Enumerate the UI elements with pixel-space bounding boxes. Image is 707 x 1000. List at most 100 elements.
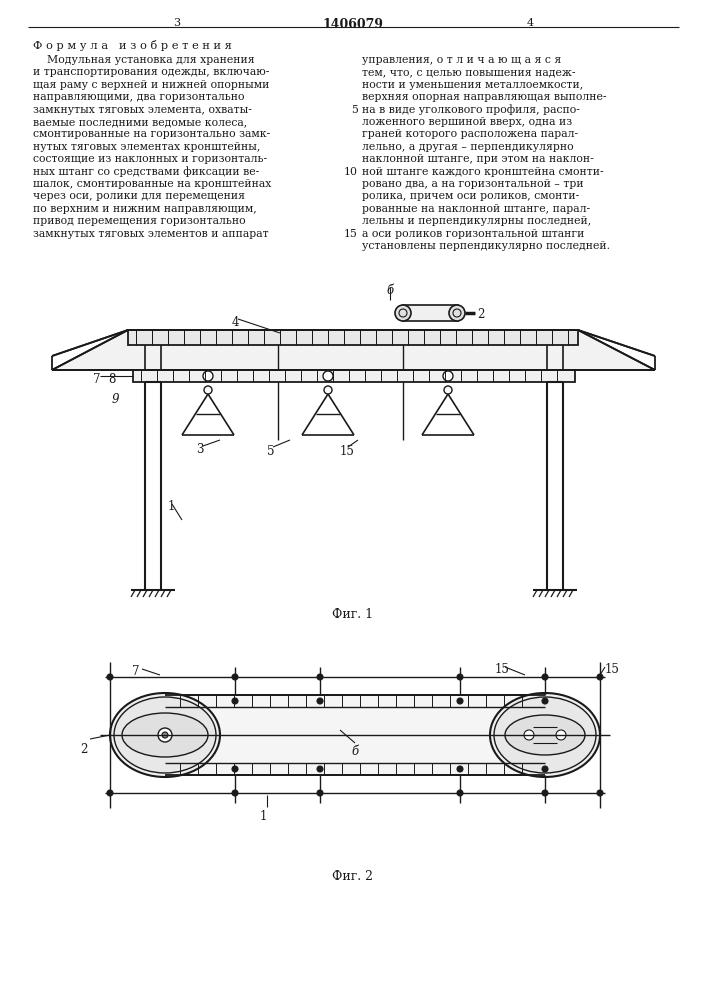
Text: нутых тяговых элементах кронштейны,: нутых тяговых элементах кронштейны, bbox=[33, 142, 260, 152]
Circle shape bbox=[542, 766, 548, 772]
Text: 1406079: 1406079 bbox=[322, 18, 383, 31]
Circle shape bbox=[323, 371, 333, 381]
Text: замкнутых тяговых элемента, охваты-: замкнутых тяговых элемента, охваты- bbox=[33, 105, 252, 115]
Text: верхняя опорная направляющая выполне-: верхняя опорная направляющая выполне- bbox=[362, 92, 607, 102]
Text: 5: 5 bbox=[267, 445, 274, 458]
Text: на в виде уголкового профиля, распо-: на в виде уголкового профиля, распо- bbox=[362, 105, 580, 115]
Text: привод перемещения горизонтально: привод перемещения горизонтально bbox=[33, 216, 245, 226]
Text: 1: 1 bbox=[168, 500, 175, 513]
Text: граней которого расположена парал-: граней которого расположена парал- bbox=[362, 129, 578, 139]
Circle shape bbox=[204, 386, 212, 394]
Ellipse shape bbox=[505, 715, 585, 755]
Text: 4: 4 bbox=[232, 316, 240, 329]
Text: ролика, причем оси роликов, смонти-: ролика, причем оси роликов, смонти- bbox=[362, 191, 579, 201]
Text: лельны и перпендикулярны последней,: лельны и перпендикулярны последней, bbox=[362, 216, 591, 226]
Text: 15: 15 bbox=[344, 229, 358, 239]
Circle shape bbox=[457, 766, 463, 772]
Text: Ф о р м у л а   и з о б р е т е н и я: Ф о р м у л а и з о б р е т е н и я bbox=[33, 40, 232, 51]
Bar bbox=[165, 695, 545, 775]
Circle shape bbox=[597, 790, 603, 796]
Circle shape bbox=[542, 698, 548, 704]
Circle shape bbox=[107, 790, 113, 796]
Text: 7: 7 bbox=[132, 665, 139, 678]
Text: 5: 5 bbox=[351, 105, 358, 115]
Text: ных штанг со средствами фиксации ве-: ных штанг со средствами фиксации ве- bbox=[33, 167, 259, 177]
Text: 4: 4 bbox=[527, 18, 534, 28]
Circle shape bbox=[317, 674, 323, 680]
Circle shape bbox=[232, 674, 238, 680]
Text: ваемые последними ведомые колеса,: ваемые последними ведомые колеса, bbox=[33, 117, 247, 127]
Circle shape bbox=[317, 698, 323, 704]
Text: б: б bbox=[387, 284, 394, 297]
Circle shape bbox=[457, 698, 463, 704]
Ellipse shape bbox=[490, 693, 600, 777]
Text: ности и уменьшения металлоемкости,: ности и уменьшения металлоемкости, bbox=[362, 80, 583, 90]
Circle shape bbox=[457, 790, 463, 796]
Text: Фиг. 2: Фиг. 2 bbox=[332, 870, 373, 883]
Circle shape bbox=[542, 790, 548, 796]
Text: через оси, ролики для перемещения: через оси, ролики для перемещения bbox=[33, 191, 245, 201]
Circle shape bbox=[317, 790, 323, 796]
Circle shape bbox=[232, 698, 238, 704]
Text: 2: 2 bbox=[81, 743, 88, 756]
Text: щая раму с верхней и нижней опорными: щая раму с верхней и нижней опорными bbox=[33, 80, 269, 90]
Text: Модульная установка для хранения: Модульная установка для хранения bbox=[33, 55, 255, 65]
Bar bbox=[403, 305, 458, 321]
Bar bbox=[128, 330, 578, 345]
Text: Фиг. 1: Фиг. 1 bbox=[332, 608, 373, 621]
Text: состоящие из наклонных и горизонталь-: состоящие из наклонных и горизонталь- bbox=[33, 154, 267, 164]
Text: 15: 15 bbox=[605, 663, 620, 676]
Text: тем, что, с целью повышения надеж-: тем, что, с целью повышения надеж- bbox=[362, 67, 575, 77]
Circle shape bbox=[317, 766, 323, 772]
Ellipse shape bbox=[395, 305, 411, 321]
Text: управления, о т л и ч а ю щ а я с я: управления, о т л и ч а ю щ а я с я bbox=[362, 55, 561, 65]
Text: установлены перпендикулярно последней.: установлены перпендикулярно последней. bbox=[362, 241, 610, 251]
Text: 2: 2 bbox=[477, 308, 484, 321]
Circle shape bbox=[444, 386, 452, 394]
Circle shape bbox=[597, 674, 603, 680]
Text: 15: 15 bbox=[495, 663, 510, 676]
Ellipse shape bbox=[524, 730, 534, 740]
Circle shape bbox=[443, 371, 453, 381]
Polygon shape bbox=[52, 330, 655, 370]
Text: по верхним и нижним направляющим,: по верхним и нижним направляющим, bbox=[33, 204, 257, 214]
Text: замкнутых тяговых элементов и аппарат: замкнутых тяговых элементов и аппарат bbox=[33, 229, 269, 239]
Ellipse shape bbox=[110, 693, 220, 777]
Text: б: б bbox=[351, 745, 358, 758]
Text: 7: 7 bbox=[93, 373, 100, 386]
Circle shape bbox=[162, 732, 168, 738]
Text: ной штанге каждого кронштейна смонти-: ной штанге каждого кронштейна смонти- bbox=[362, 167, 604, 177]
Text: 1: 1 bbox=[260, 810, 267, 823]
Ellipse shape bbox=[494, 697, 596, 773]
Ellipse shape bbox=[114, 697, 216, 773]
Bar bbox=[133, 370, 575, 382]
Ellipse shape bbox=[158, 728, 172, 742]
Text: 8: 8 bbox=[108, 373, 115, 386]
Text: 15: 15 bbox=[340, 445, 355, 458]
Text: а оси роликов горизонтальной штанги: а оси роликов горизонтальной штанги bbox=[362, 229, 585, 239]
Text: и транспортирования одежды, включаю-: и транспортирования одежды, включаю- bbox=[33, 67, 269, 77]
Circle shape bbox=[203, 371, 213, 381]
Text: 10: 10 bbox=[344, 167, 358, 177]
Circle shape bbox=[542, 674, 548, 680]
Text: шалок, смонтированные на кронштейнах: шалок, смонтированные на кронштейнах bbox=[33, 179, 271, 189]
Circle shape bbox=[457, 674, 463, 680]
Ellipse shape bbox=[122, 713, 208, 757]
Ellipse shape bbox=[449, 305, 465, 321]
Text: 9: 9 bbox=[112, 393, 119, 406]
Text: смонтированные на горизонтально замк-: смонтированные на горизонтально замк- bbox=[33, 129, 270, 139]
Ellipse shape bbox=[556, 730, 566, 740]
Circle shape bbox=[232, 790, 238, 796]
Text: направляющими, два горизонтально: направляющими, два горизонтально bbox=[33, 92, 245, 102]
Text: 3: 3 bbox=[173, 18, 180, 28]
Text: рованные на наклонной штанге, парал-: рованные на наклонной штанге, парал- bbox=[362, 204, 590, 214]
Text: лельно, а другая – перпендикулярно: лельно, а другая – перпендикулярно bbox=[362, 142, 573, 152]
Circle shape bbox=[232, 766, 238, 772]
Text: ложенного вершиной вверх, одна из: ложенного вершиной вверх, одна из bbox=[362, 117, 572, 127]
Circle shape bbox=[133, 332, 143, 342]
Text: наклонной штанге, при этом на наклон-: наклонной штанге, при этом на наклон- bbox=[362, 154, 594, 164]
Circle shape bbox=[324, 386, 332, 394]
Circle shape bbox=[107, 674, 113, 680]
Bar bbox=[128, 330, 578, 345]
Text: ровано два, а на горизонтальной – три: ровано два, а на горизонтальной – три bbox=[362, 179, 583, 189]
